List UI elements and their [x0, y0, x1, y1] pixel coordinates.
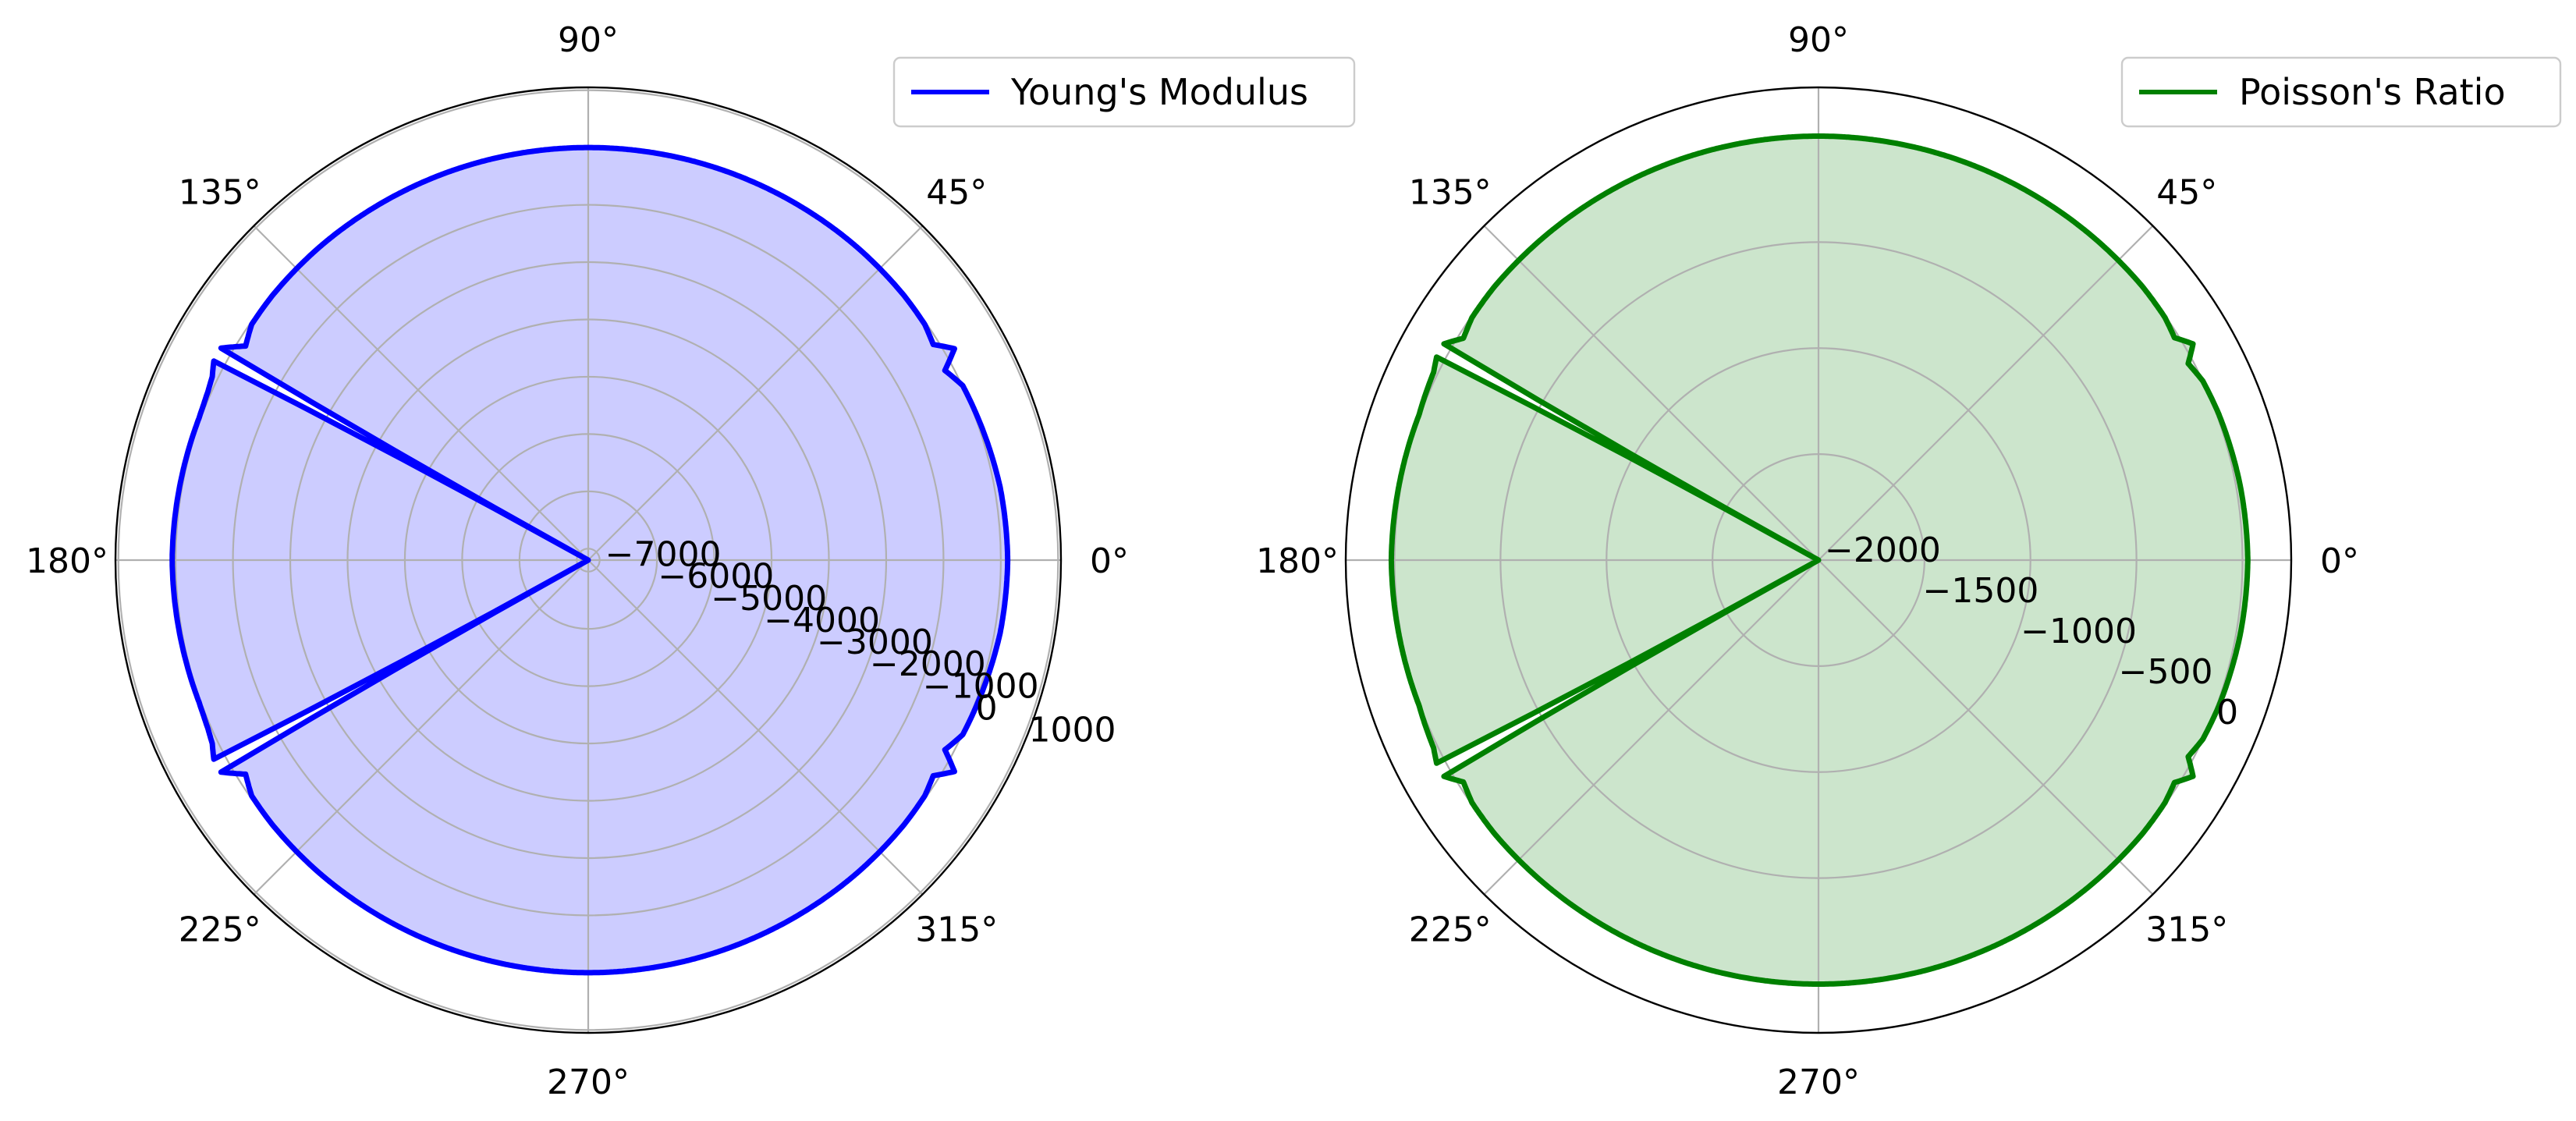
poissons-ratio-frame-layer: [1344, 86, 2293, 1034]
radial-tick-label-minus-2000: −2000: [870, 644, 986, 684]
radial-tick-label-minus-4000: −4000: [764, 601, 880, 640]
youngs-modulus-polar-panel: 0°45°90°135°180°225°270°315° −7000−6000−…: [26, 20, 1356, 1102]
legend-box: [2120, 56, 2562, 128]
legend-label-youngs-modulus: Young's Modulus: [1010, 71, 1308, 113]
angular-gridline-315: [587, 559, 924, 896]
radial-tick-label-0: 0: [2216, 693, 2238, 733]
angle-tick-label-270: 270°: [547, 1062, 630, 1102]
radial-tick-label-minus-7000: −7000: [605, 535, 722, 575]
legend-box: [892, 56, 1356, 128]
angular-gridline-135: [253, 225, 589, 561]
angle-tick-label-180: 180°: [26, 541, 108, 581]
radial-tick-label-minus-2000: −2000: [1825, 530, 1941, 570]
angle-tick-label-270: 270°: [1777, 1062, 1860, 1102]
radial-tick-label-minus-1000: −1000: [923, 666, 1039, 706]
angular-gridline-315: [1818, 559, 2154, 896]
angle-tick-label-180: 180°: [1256, 541, 1339, 581]
radial-tick-label-minus-5000: −5000: [711, 579, 827, 619]
angular-gridline-225: [253, 559, 589, 896]
series-line-poisson-s-ratio: [1388, 133, 2251, 987]
angular-gridline-225: [1483, 559, 1819, 896]
angular-gridline-135: [1483, 225, 1819, 561]
radial-tick-label-0: 0: [976, 688, 998, 728]
angle-tick-label-315: 315°: [2145, 910, 2228, 949]
radial-tick-label-minus-1500: −1500: [1923, 571, 2039, 611]
angle-tick-label-135: 135°: [1409, 173, 1492, 213]
youngs-modulus-angle-labels: 0° 45° 90° 135° 180° 225° 270° 315°: [26, 20, 1129, 1102]
angle-tick-label-135: 135°: [179, 173, 261, 213]
angle-tick-label-0: 0°: [2320, 541, 2359, 581]
angle-tick-label-90: 90°: [1788, 20, 1849, 60]
legend-label-poissons-ratio: Poisson's Ratio: [2239, 71, 2506, 113]
radial-tick-label-minus-6000: −6000: [658, 557, 774, 597]
radial-tick-label-minus-500: −500: [2119, 652, 2213, 692]
youngs-modulus-legend: Young's Modulus: [892, 56, 1356, 128]
angle-tick-label-45: 45°: [2156, 173, 2217, 213]
radial-tick-label-minus-3000: −3000: [817, 623, 933, 662]
angular-gridline-45: [587, 225, 924, 561]
youngs-modulus-frame-layer: [114, 86, 1063, 1034]
radial-tick-label-minus-1000: −1000: [2021, 612, 2137, 651]
poissons-ratio-legend: Poisson's Ratio: [2120, 56, 2562, 128]
polar-frame: [114, 86, 1063, 1034]
poissons-ratio-radial-labels: −2000−1500−1000−5000: [1825, 530, 2238, 733]
youngs-modulus-grid-layer: [115, 87, 1061, 1033]
angle-tick-label-0: 0°: [1090, 541, 1129, 581]
angle-tick-label-45: 45°: [926, 173, 987, 213]
series-line-young-s-modulus: [169, 144, 1011, 976]
angle-tick-label-225: 225°: [1409, 910, 1492, 949]
angle-tick-label-90: 90°: [558, 20, 619, 60]
angle-tick-label-315: 315°: [915, 910, 998, 949]
poissons-ratio-angle-labels: 0° 45° 90° 135° 180° 225° 270° 315°: [1256, 20, 2359, 1102]
youngs-modulus-line-layer: [169, 144, 1011, 976]
angle-tick-label-225: 225°: [179, 910, 261, 949]
poissons-ratio-polar-panel: 0°45°90°135°180°225°270°315° −2000−1500−…: [1256, 20, 2562, 1102]
angular-gridline-45: [1818, 225, 2154, 561]
polar-frame: [1344, 86, 2293, 1034]
poissons-ratio-line-layer: [1388, 133, 2251, 987]
radial-tick-label-1000: 1000: [1029, 711, 1116, 750]
